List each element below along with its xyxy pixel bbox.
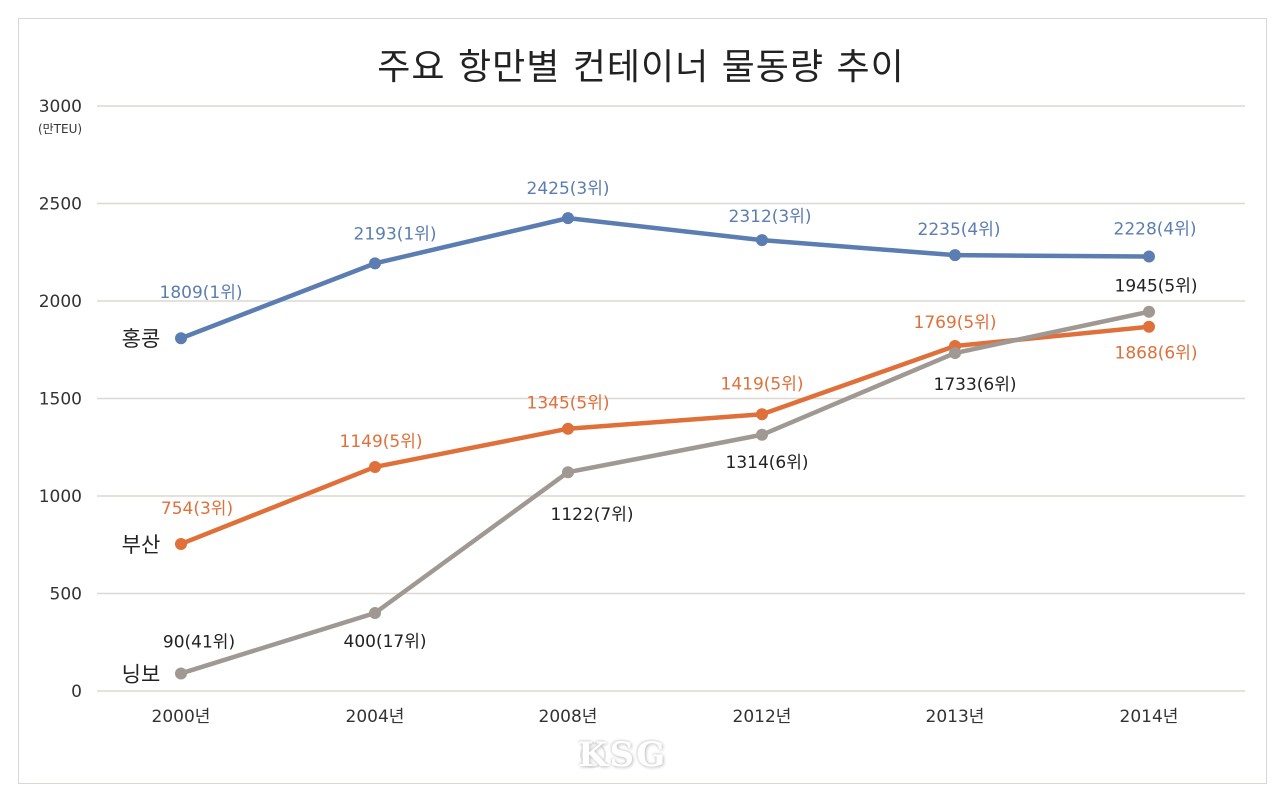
data-label: 1149(5위) (340, 432, 423, 452)
data-point (756, 408, 768, 421)
data-point (175, 537, 187, 550)
series-line-닝보 (180, 309, 1150, 676)
data-label: 2312(3위) (729, 207, 812, 227)
y-tick-label: 1000 (39, 487, 82, 507)
data-label: 1733(6위) (934, 375, 1017, 395)
data-point (175, 667, 187, 680)
y-tick-label: 1500 (39, 390, 82, 410)
x-tick-label: 2014년 (1120, 707, 1179, 727)
watermark-logo-icon (580, 742, 606, 768)
data-point (949, 347, 961, 360)
y-tick-label: 2000 (39, 292, 82, 312)
data-point (562, 212, 574, 225)
x-tick-label: 2008년 (539, 707, 598, 727)
data-point (562, 466, 574, 479)
y-tick-label: 500 (50, 585, 82, 605)
data-label: 1122(7위) (551, 505, 634, 525)
data-point (369, 257, 381, 270)
x-tick-label: 2013년 (926, 707, 985, 727)
data-point (949, 249, 961, 262)
data-label: 1945(5위) (1115, 277, 1198, 297)
data-point (1143, 305, 1155, 318)
watermark-text: KSG (578, 735, 668, 775)
y-tick-label: 3000 (39, 97, 82, 117)
x-tick-label: 2012년 (733, 707, 792, 727)
data-label: 754(3위) (161, 499, 233, 519)
chart-frame (18, 18, 1267, 784)
data-label: 2228(4위) (1114, 220, 1197, 240)
y-tick-label: 0 (71, 682, 82, 702)
data-label: 2235(4위) (918, 220, 1001, 240)
x-tick-label: 2004년 (346, 707, 405, 727)
data-point (756, 234, 768, 247)
x-tick-label: 2000년 (152, 707, 211, 727)
data-point (369, 607, 381, 619)
series-line-홍콩 (180, 215, 1150, 341)
data-label: 1345(5위) (527, 394, 610, 414)
y-axis-unit: (만TEU) (38, 122, 82, 136)
data-point (562, 422, 574, 435)
data-point (175, 332, 187, 345)
data-label: 90(41위) (163, 632, 235, 652)
data-point (756, 428, 768, 441)
y-tick-label: 2500 (39, 195, 82, 215)
series-name-label: 부산 (122, 533, 161, 557)
data-point (1143, 250, 1155, 263)
series-name-label: 홍콩 (122, 327, 161, 351)
series-line-부산 (180, 324, 1150, 547)
series-name-label: 닝보 (122, 662, 161, 686)
chart-title: 주요 항만별 컨테이너 물동량 추이 (377, 47, 905, 88)
data-label: 1314(6위) (726, 453, 809, 473)
data-label: 400(17위) (344, 632, 427, 652)
data-label: 1809(1위) (160, 283, 243, 303)
data-label: 2193(1위) (354, 224, 437, 244)
data-label: 1868(6위) (1115, 344, 1198, 364)
data-label: 1769(5위) (914, 313, 997, 333)
data-label: 1419(5위) (721, 374, 804, 394)
data-point (1143, 320, 1155, 333)
data-label: 2425(3위) (527, 179, 610, 199)
data-point (369, 460, 381, 473)
